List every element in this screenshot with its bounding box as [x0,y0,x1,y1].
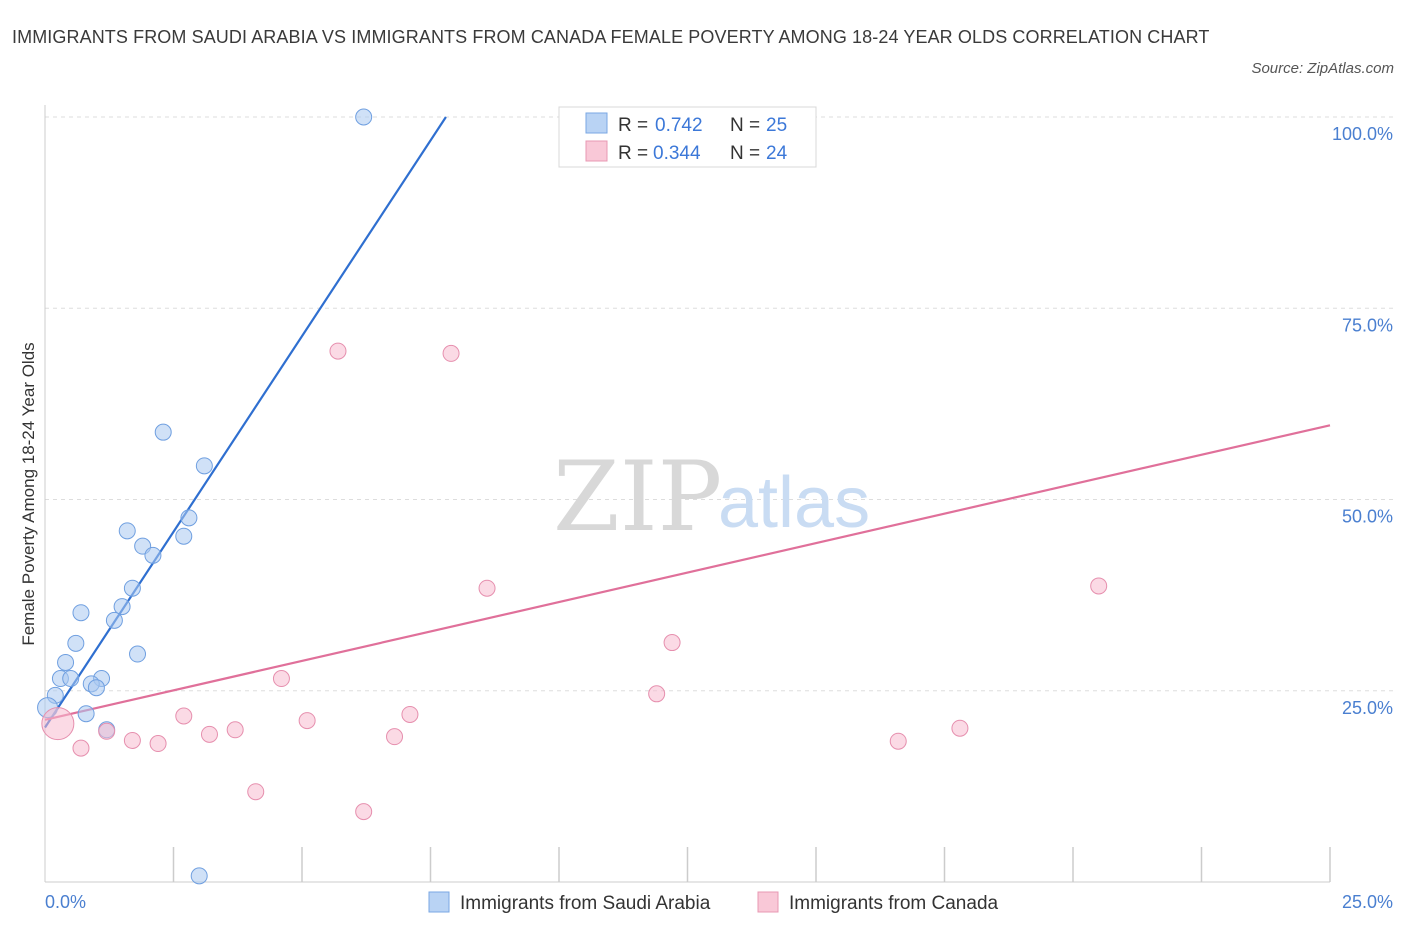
legend-r-value-saudi: 0.742 [655,115,703,136]
data-point-canada-20 [72,739,90,757]
bottom-legend-label-saudi: Immigrants from Saudi Arabia [460,893,711,914]
data-point-saudi-11 [72,604,90,622]
data-point-canada-21 [247,783,265,801]
legend-r-label-saudi: R = [618,115,648,136]
y-axis-label: Female Poverty Among 18-24 Year Olds [19,342,38,645]
legend-swatch-saudi [585,112,608,134]
x-tick-labels: 0.0% 25.0% [45,892,1393,912]
data-point-canada-23 [41,707,75,741]
bottom-legend-swatch-saudi [428,891,450,913]
trend-lines [44,116,1331,729]
x-tick-label-min: 0.0% [45,892,86,912]
legend-swatch-canada [585,140,608,162]
data-point-saudi-0 [355,108,373,126]
data-point-saudi-4 [118,522,136,540]
legend-n-value-canada: 24 [766,143,788,164]
data-point-saudi-19 [87,679,105,697]
axes [44,105,1331,883]
data-point-saudi-10 [105,611,123,629]
data-point-canada-3 [442,344,460,362]
x-tick-label-max: 25.0% [1342,892,1393,912]
data-point-saudi-8 [123,579,141,597]
bottom-legend-label-canada: Immigrants from Canada [789,893,999,914]
data-point-canada-12 [226,721,244,739]
series-legend: Immigrants from Saudi Arabia Immigrants … [428,891,999,914]
data-point-saudi-16 [62,670,80,688]
data-point-canada-22 [355,803,373,821]
y-tick-label-2: 50.0% [1342,507,1393,527]
data-point-canada-5 [1090,577,1108,595]
chart-title: IMMIGRANTS FROM SAUDI ARABIA VS IMMIGRAN… [12,27,1210,47]
data-point-saudi-7 [175,527,193,545]
gridlines [45,116,1395,692]
y-tick-labels: 100.0% 75.0% 50.0% 25.0% [1332,124,1393,718]
data-point-canada-13 [200,725,218,743]
y-tick-label-0: 100.0% [1332,124,1393,144]
correlation-legend: R = 0.742 N = 25 R = 0.344 N = 24 [558,106,817,168]
data-point-saudi-2 [195,457,213,475]
data-point-saudi-21 [77,705,95,723]
data-point-canada-18 [123,731,141,749]
watermark-atlas: atlas [718,463,870,543]
data-point-saudi-14 [57,653,75,671]
data-point-canada-16 [951,719,969,737]
legend-r-value-canada: 0.344 [653,143,701,164]
legend-n-label-canada: N = [730,143,760,164]
watermark: ZIP atlas [553,441,870,553]
data-point-saudi-3 [180,509,198,527]
data-point-canada-10 [298,712,316,730]
data-point-canada-9 [175,707,193,725]
bottom-legend-swatch-canada [757,891,779,913]
data-point-canada-6 [663,634,681,652]
data-point-canada-15 [889,732,907,750]
legend-n-label-saudi: N = [730,115,760,136]
trend-line-1 [44,424,1331,721]
data-point-canada-19 [149,735,167,753]
data-point-saudi-13 [129,645,147,663]
data-point-saudi-23 [190,867,208,885]
trend-line-0 [44,116,447,729]
data-point-canada-2 [329,342,347,360]
legend-n-value-saudi: 25 [766,115,787,136]
data-point-canada-14 [386,728,404,746]
data-point-canada-8 [272,670,290,688]
data-point-canada-11 [401,705,419,723]
legend-r-label-canada: R = [618,143,648,164]
data-point-canada-7 [648,685,666,703]
data-point-saudi-12 [67,634,85,652]
y-tick-label-1: 75.0% [1342,315,1393,335]
data-points [37,108,1108,885]
data-point-saudi-9 [113,598,131,616]
data-point-saudi-1 [154,423,172,441]
chart-source: Source: ZipAtlas.com [1251,60,1394,77]
data-point-canada-4 [478,579,496,597]
data-point-canada-17 [98,722,116,740]
y-tick-label-3: 25.0% [1342,698,1393,718]
watermark-zip: ZIP [553,441,722,553]
data-point-saudi-6 [144,546,162,564]
